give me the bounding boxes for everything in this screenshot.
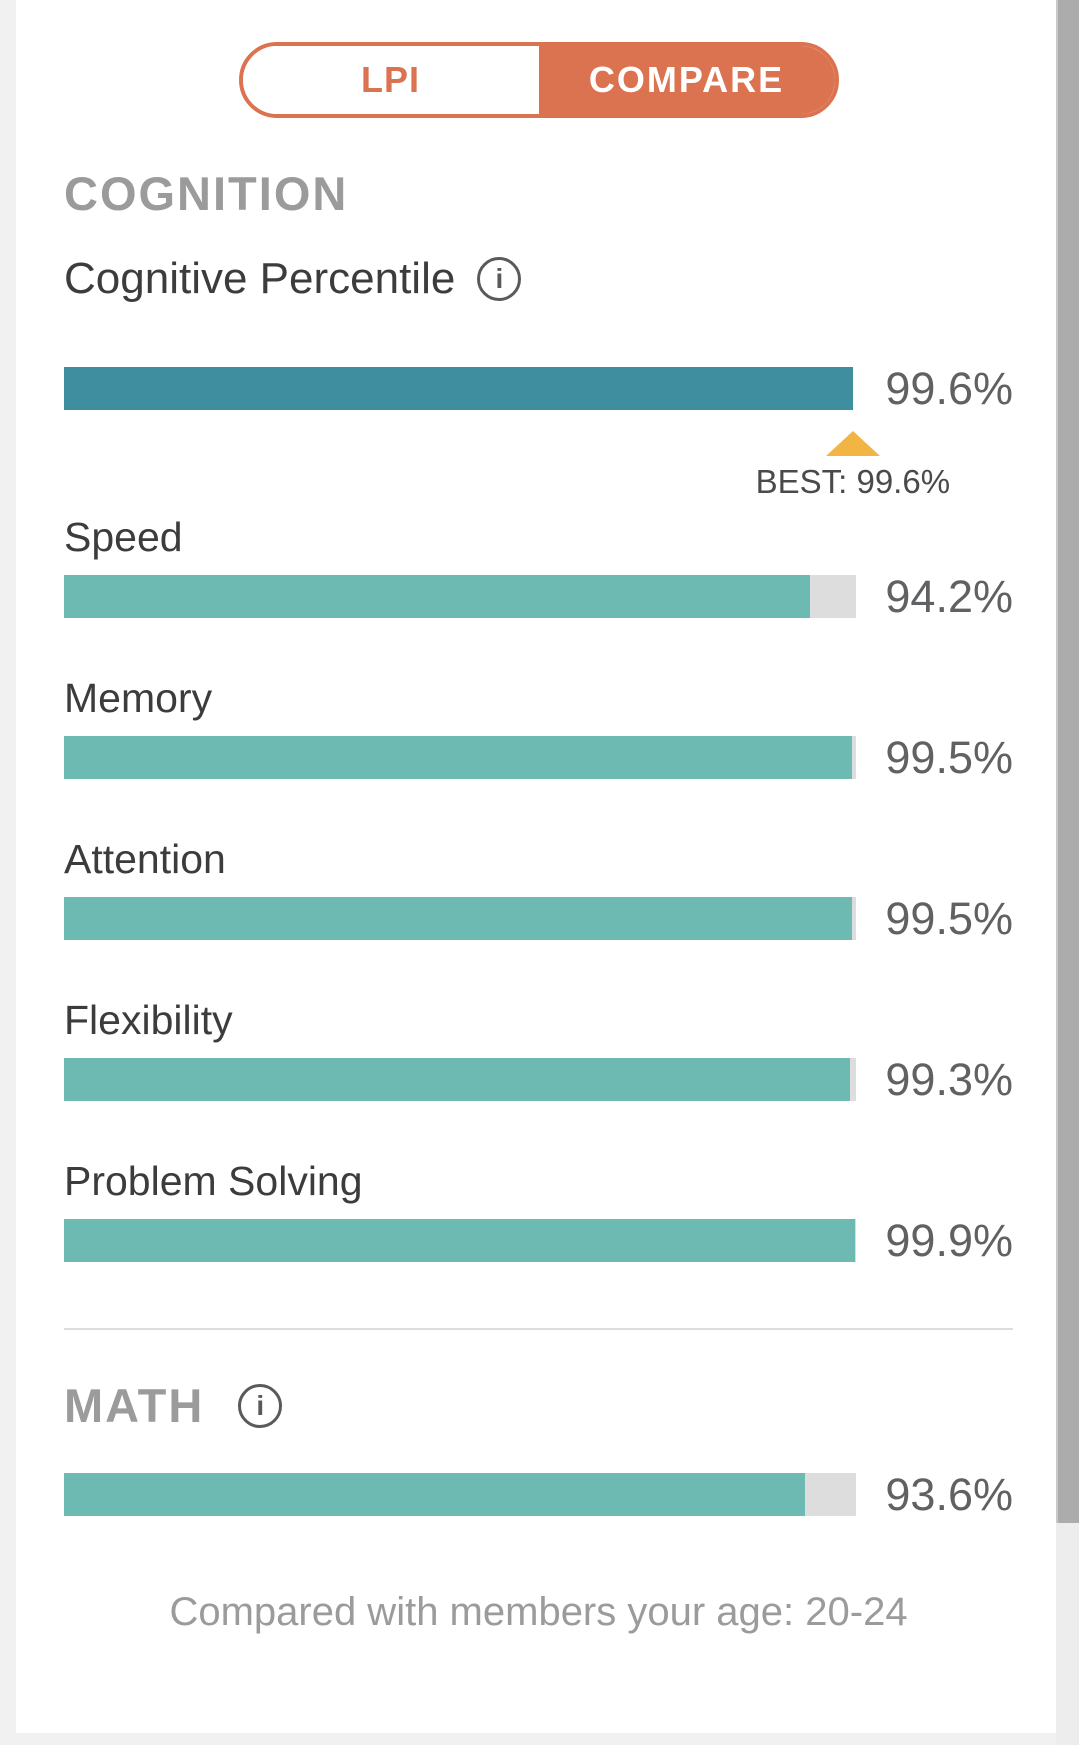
- cognitive-percentile-title: Cognitive Percentile: [64, 254, 456, 303]
- metric-bar-fill: [64, 1219, 856, 1262]
- overall-percentile-value: 99.6%: [885, 363, 1013, 414]
- math-value: 93.6%: [885, 1469, 1013, 1520]
- math-bar-track: [64, 1473, 856, 1516]
- metric-bar-row: 99.5%: [64, 893, 1013, 944]
- overall-percentile-bar-fill: [64, 367, 853, 410]
- math-info-icon[interactable]: i: [238, 1383, 283, 1428]
- math-bar-row: 93.6%: [64, 1469, 1013, 1520]
- metric-label: Flexibility: [64, 997, 233, 1043]
- metric-speed: Speed 94.2%: [64, 514, 1013, 622]
- math-bar-fill: [64, 1473, 806, 1516]
- metric-label: Problem Solving: [64, 1158, 363, 1204]
- metric-value: 94.2%: [885, 571, 1013, 622]
- scrollbar-thumb[interactable]: [1056, 0, 1079, 1523]
- metric-label: Speed: [64, 514, 183, 560]
- compare-panel: LPI COMPARE COGNITION Cognitive Percenti…: [64, 0, 1013, 1632]
- metric-label: Memory: [64, 675, 213, 721]
- cognitive-percentile-title-row: Cognitive Percentile i: [64, 257, 1013, 301]
- metric-flexibility: Flexibility 99.3%: [64, 997, 1013, 1105]
- metric-problem-solving: Problem Solving 99.9%: [64, 1158, 1013, 1266]
- lpi-compare-toggle: LPI COMPARE: [238, 42, 839, 118]
- metric-value: 99.5%: [885, 893, 1013, 944]
- metric-bar-row: 99.3%: [64, 1054, 1013, 1105]
- age-comparison-note: Compared with members your age: 20-24: [169, 1590, 908, 1634]
- metric-value: 99.3%: [885, 1054, 1013, 1105]
- metric-memory: Memory 99.5%: [64, 675, 1013, 783]
- metric-bar-row: 99.5%: [64, 732, 1013, 783]
- best-marker-triangle-icon: [825, 431, 880, 456]
- metric-bar-track: [64, 1058, 856, 1101]
- metric-bar-fill: [64, 736, 853, 779]
- metric-bar-fill: [64, 897, 853, 940]
- best-score-label: BEST: 99.6%: [755, 463, 951, 500]
- best-marker-zone: BEST: 99.6%: [64, 410, 950, 517]
- metric-bar-track: [64, 897, 856, 940]
- metric-bar-row: 94.2%: [64, 571, 1013, 622]
- metric-label: Attention: [64, 836, 226, 882]
- metric-bar-track: [64, 575, 856, 618]
- cognition-section-label: COGNITION: [64, 167, 349, 220]
- math-section-heading: MATH i: [64, 1382, 1013, 1429]
- page-left-margin: [0, 0, 16, 1745]
- section-divider: [64, 1328, 1013, 1330]
- metric-bar-fill: [64, 575, 811, 618]
- metric-value: 99.9%: [885, 1215, 1013, 1266]
- metric-attention: Attention 99.5%: [64, 836, 1013, 944]
- toggle-lpi-button[interactable]: LPI: [242, 46, 539, 114]
- metric-bar-track: [64, 1219, 856, 1262]
- overall-percentile-bar-row: 99.6%: [64, 363, 1013, 414]
- cognition-section-heading: COGNITION: [64, 170, 1013, 217]
- page-bottom-margin: [16, 1733, 1056, 1745]
- cognitive-percentile-info-icon[interactable]: i: [477, 257, 522, 301]
- math-section-label: MATH: [64, 1379, 205, 1432]
- toggle-compare-button[interactable]: COMPARE: [538, 46, 835, 114]
- metric-bar-fill: [64, 1058, 851, 1101]
- metric-bar-row: 99.9%: [64, 1215, 1013, 1266]
- metric-value: 99.5%: [885, 732, 1013, 783]
- metric-bar-track: [64, 736, 856, 779]
- overall-percentile-bar-track: [64, 367, 856, 410]
